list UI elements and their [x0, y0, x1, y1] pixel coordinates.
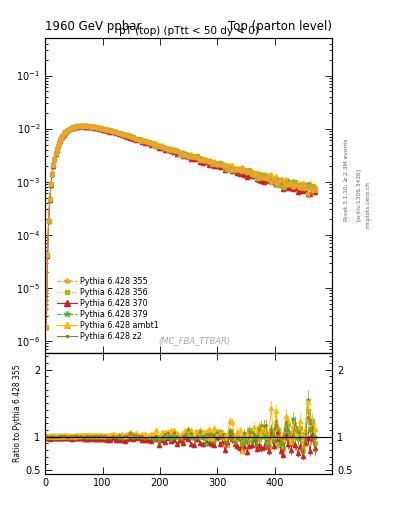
Text: Top (parton level): Top (parton level)	[228, 20, 332, 33]
Text: [arXiv:1306.3436]: [arXiv:1306.3436]	[356, 168, 361, 221]
Text: (MC_FBA_TTBAR): (MC_FBA_TTBAR)	[158, 336, 230, 345]
Title: pT (top) (pTtt < 50 dy < 0): pT (top) (pTtt < 50 dy < 0)	[119, 26, 259, 36]
Y-axis label: Ratio to Pythia 6.428 355: Ratio to Pythia 6.428 355	[13, 365, 22, 462]
Text: Rivet 3.1.10; ≥ 2.3M events: Rivet 3.1.10; ≥ 2.3M events	[344, 138, 349, 221]
Text: mcplots.cern.ch: mcplots.cern.ch	[365, 181, 371, 228]
Legend: Pythia 6.428 355, Pythia 6.428 356, Pythia 6.428 370, Pythia 6.428 379, Pythia 6: Pythia 6.428 355, Pythia 6.428 356, Pyth…	[55, 275, 160, 343]
Text: 1960 GeV ppbar: 1960 GeV ppbar	[45, 20, 142, 33]
